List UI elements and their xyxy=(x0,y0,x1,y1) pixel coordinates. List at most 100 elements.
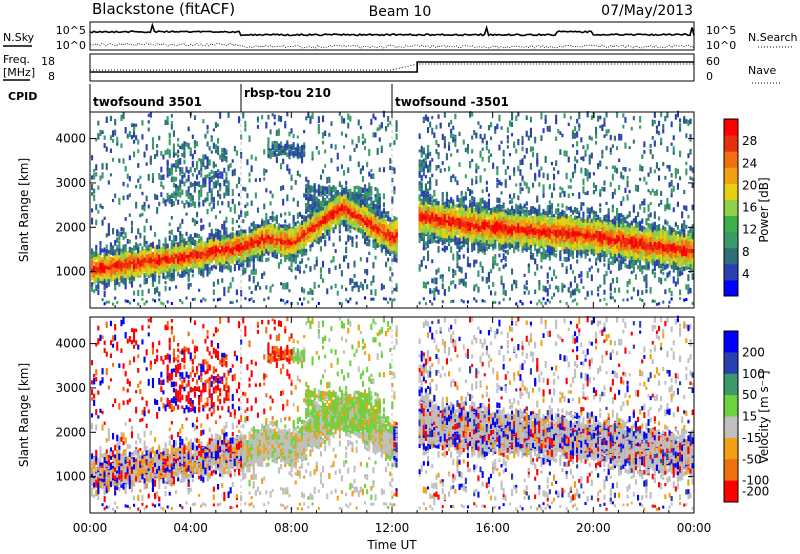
power-cell xyxy=(104,291,106,297)
power-cell xyxy=(200,241,202,246)
power-cell xyxy=(291,233,293,237)
power-cell xyxy=(179,223,181,228)
power-cell xyxy=(91,262,93,269)
power-cell xyxy=(150,226,152,231)
power-cell xyxy=(318,199,320,205)
power-cell xyxy=(207,260,209,265)
power-cell xyxy=(160,270,162,274)
power-cell xyxy=(190,236,192,240)
power-cell xyxy=(305,209,307,214)
power-cell xyxy=(91,184,93,190)
power-cell xyxy=(104,281,106,287)
power-cell xyxy=(183,203,185,208)
power-cell xyxy=(276,240,278,245)
power-cell xyxy=(129,240,131,244)
power-cell xyxy=(114,297,116,300)
power-cell xyxy=(165,256,167,260)
power-cell xyxy=(196,212,198,215)
power-cell xyxy=(272,194,274,199)
power-cell xyxy=(267,258,269,262)
power-cell xyxy=(274,216,276,220)
power-cell xyxy=(236,150,238,155)
power-cell xyxy=(291,146,293,150)
power-cell xyxy=(244,251,246,256)
power-cell xyxy=(125,246,127,252)
power-cell xyxy=(261,235,263,240)
power-cell xyxy=(137,274,139,278)
power-cell xyxy=(198,192,200,199)
power-cell xyxy=(97,268,99,273)
power-cell xyxy=(341,204,343,208)
power-cell xyxy=(194,202,196,209)
power-cell xyxy=(123,271,125,274)
power-cell xyxy=(127,134,129,139)
power-cell xyxy=(123,245,125,251)
power-cell xyxy=(165,268,167,273)
power-cell xyxy=(181,301,183,304)
frequency-line xyxy=(90,62,694,72)
power-cell xyxy=(194,150,196,154)
power-cell xyxy=(202,180,204,184)
power-cell xyxy=(312,212,314,216)
power-cell xyxy=(280,299,282,302)
power-cell xyxy=(276,148,278,152)
power-cell xyxy=(137,149,139,153)
power-cell xyxy=(181,153,183,157)
power-cell xyxy=(198,289,200,292)
power-cell xyxy=(297,254,299,258)
power-cell xyxy=(179,299,181,302)
power-cell xyxy=(318,206,320,212)
power-cell xyxy=(299,174,301,177)
power-cell xyxy=(261,221,263,227)
power-cell xyxy=(204,198,206,203)
power-cell xyxy=(148,205,150,209)
power-cell xyxy=(141,255,143,259)
power-cell xyxy=(177,242,179,247)
power-cell xyxy=(137,228,139,234)
power-cell xyxy=(305,249,307,253)
power-cell xyxy=(242,253,244,258)
power-cell xyxy=(190,167,192,172)
power-cell xyxy=(181,190,183,195)
power-cell xyxy=(179,167,181,172)
power-cell xyxy=(179,180,181,183)
power-cell xyxy=(265,188,267,192)
power-cell xyxy=(337,206,339,210)
power-cell xyxy=(127,252,129,256)
power-cell xyxy=(257,258,259,262)
power-cell xyxy=(286,234,288,239)
power-cell xyxy=(152,283,154,288)
power-cell xyxy=(282,299,284,302)
power-cell xyxy=(307,197,309,201)
power-cell xyxy=(330,212,332,217)
power-cell xyxy=(278,245,280,251)
power-cell xyxy=(104,259,106,264)
power-cell xyxy=(228,180,230,186)
power-cell xyxy=(165,150,167,155)
power-cell xyxy=(351,237,353,244)
power-cell xyxy=(209,252,211,256)
power-cell xyxy=(351,223,353,228)
power-cell xyxy=(351,219,353,223)
power-cell xyxy=(116,238,118,243)
power-cell xyxy=(177,227,179,232)
power-cell xyxy=(200,270,202,276)
power-cell xyxy=(238,225,240,228)
power-cell xyxy=(265,236,267,243)
power-cell xyxy=(160,181,162,187)
power-cell xyxy=(198,234,200,238)
power-cell xyxy=(301,250,303,254)
power-cell xyxy=(207,125,209,130)
power-cell xyxy=(263,243,265,249)
power-cell xyxy=(146,241,148,244)
power-cell xyxy=(253,235,255,240)
power-cell xyxy=(137,247,139,253)
power-cell xyxy=(120,227,122,231)
power-cell xyxy=(305,177,307,182)
power-cell xyxy=(299,261,301,264)
power-cell xyxy=(215,262,217,265)
power-cell xyxy=(146,247,148,251)
power-cell xyxy=(297,221,299,224)
power-cell xyxy=(236,220,238,223)
power-cell xyxy=(234,264,236,267)
